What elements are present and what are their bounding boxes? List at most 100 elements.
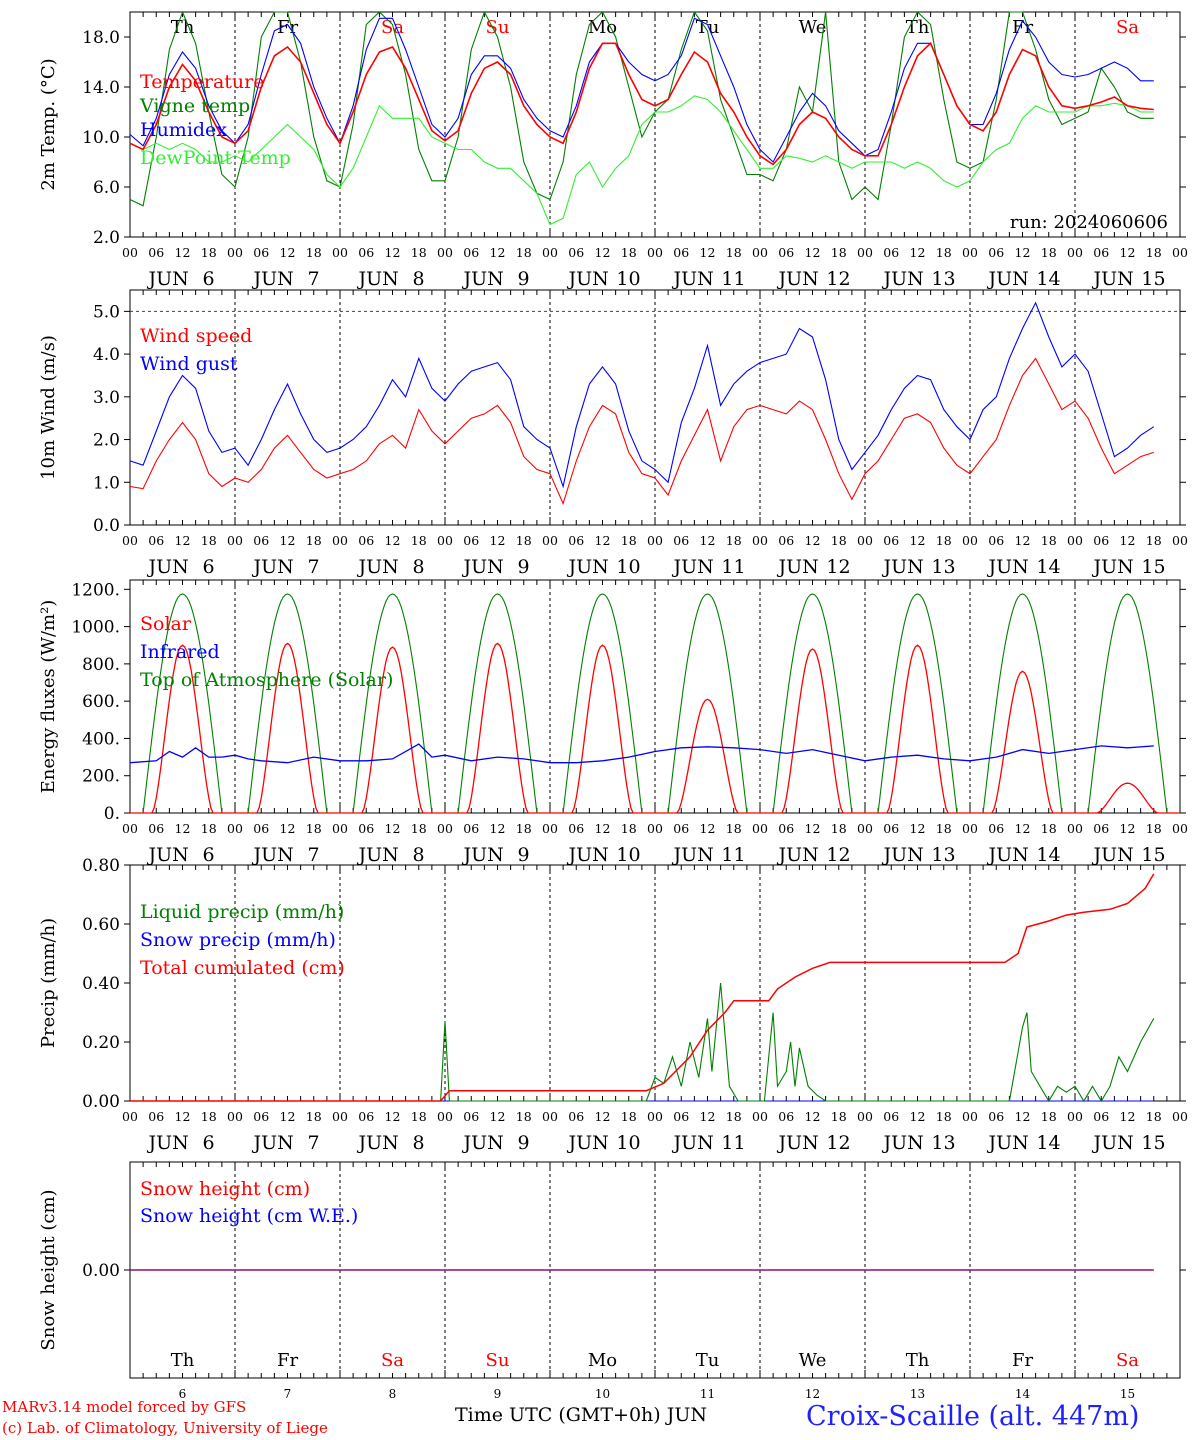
month-label: JUN <box>777 1132 819 1154</box>
hour-tick-label: 06 <box>463 245 479 260</box>
hour-tick-label: 18 <box>411 821 427 836</box>
y-tick-label: 200. <box>82 767 120 787</box>
date-label: 13 <box>931 268 955 290</box>
series-line-vigne-temp <box>129 10 1154 207</box>
date-label: 9 <box>517 844 529 866</box>
hour-tick-label: 00 <box>437 1109 453 1124</box>
hour-tick-label: 18 <box>831 245 847 260</box>
date-label: 14 <box>1036 1132 1060 1154</box>
day-name-label: We <box>799 17 827 38</box>
y-tick-label: 400. <box>82 729 120 749</box>
date-label: 7 <box>307 268 319 290</box>
y-tick-label: 0.40 <box>82 974 120 994</box>
hour-tick-label: 00 <box>1067 821 1083 836</box>
series-line-wind-gust <box>129 301 1155 489</box>
hour-tick-label: 12 <box>280 1109 296 1124</box>
y-tick-label: 5.0 <box>93 302 120 322</box>
hour-tick-label: 18 <box>726 533 742 548</box>
hour-tick-label: 18 <box>726 1109 742 1124</box>
hour-tick-label: 06 <box>358 821 374 836</box>
y-tick-label: 0.00 <box>82 1092 120 1112</box>
hour-tick-label: 00 <box>857 245 873 260</box>
hour-tick-label: 18 <box>306 1109 322 1124</box>
hour-tick-label: 18 <box>1146 1109 1162 1124</box>
legend-entry: Wind gust <box>140 353 238 375</box>
month-label: JUN <box>252 844 294 866</box>
y-tick-label: 0.00 <box>82 1261 120 1281</box>
date-label: 12 <box>826 1132 850 1154</box>
hour-tick-label: 12 <box>700 245 716 260</box>
hour-tick-label: 06 <box>568 245 584 260</box>
day-name-label: Fr <box>277 1350 298 1371</box>
hour-tick-label: 06 <box>778 245 794 260</box>
hour-tick-label: 12 <box>805 1109 821 1124</box>
hour-tick-label: 12 <box>1120 245 1136 260</box>
month-label: JUN <box>462 556 504 578</box>
month-label: JUN <box>882 844 924 866</box>
date-label: 11 <box>700 1387 715 1401</box>
day-name-label: Su <box>486 17 510 38</box>
hour-tick-label: 12 <box>280 821 296 836</box>
legend-entry: Snow height (cm W.E.) <box>140 1205 358 1227</box>
day-name-label: Sa <box>1116 1350 1139 1371</box>
month-label: JUN <box>357 1132 399 1154</box>
hour-tick-label: 00 <box>122 245 138 260</box>
date-label: 8 <box>412 268 424 290</box>
y-tick-label: 0.20 <box>82 1033 120 1053</box>
hour-tick-label: 06 <box>778 1109 794 1124</box>
month-label: JUN <box>672 844 714 866</box>
date-label: 8 <box>412 1132 424 1154</box>
date-label: 6 <box>179 1387 187 1401</box>
hour-tick-label: 00 <box>437 245 453 260</box>
station-title: Croix-Scaille (alt. 447m) <box>806 1401 1140 1432</box>
day-name-label: Th <box>171 17 195 38</box>
hour-tick-label: 00 <box>1067 533 1083 548</box>
date-label: 7 <box>307 844 319 866</box>
hour-tick-label: 06 <box>988 245 1004 260</box>
month-label: JUN <box>987 1132 1029 1154</box>
y-tick-label: 18.0 <box>82 28 120 48</box>
hour-tick-label: 06 <box>778 533 794 548</box>
month-label: JUN <box>357 268 399 290</box>
y-axis-title: Snow height (cm) <box>38 1189 59 1350</box>
hour-tick-label: 18 <box>1146 245 1162 260</box>
hour-tick-label: 00 <box>1172 245 1188 260</box>
hour-tick-label: 18 <box>831 533 847 548</box>
y-tick-label: 1.0 <box>93 473 120 493</box>
month-label: JUN <box>147 556 189 578</box>
hour-tick-label: 12 <box>490 533 506 548</box>
month-label: JUN <box>987 844 1029 866</box>
hour-tick-label: 18 <box>201 533 217 548</box>
hour-tick-label: 00 <box>227 1109 243 1124</box>
hour-tick-label: 18 <box>516 1109 532 1124</box>
legend-entry: Vigne temp <box>139 95 250 117</box>
hour-tick-label: 18 <box>831 821 847 836</box>
date-label: 12 <box>826 844 850 866</box>
day-name-label: Su <box>486 1350 510 1371</box>
date-label: 8 <box>389 1387 397 1401</box>
hour-tick-label: 12 <box>910 245 926 260</box>
hour-tick-label: 12 <box>385 245 401 260</box>
hour-tick-label: 06 <box>1093 245 1109 260</box>
date-label: 6 <box>202 556 214 578</box>
month-label: JUN <box>672 1132 714 1154</box>
hour-tick-label: 18 <box>1146 821 1162 836</box>
run-label: run: 2024060606 <box>1010 212 1168 233</box>
hour-tick-label: 18 <box>306 533 322 548</box>
hour-tick-label: 12 <box>1015 245 1031 260</box>
hour-tick-label: 18 <box>1146 533 1162 548</box>
hour-tick-label: 00 <box>227 245 243 260</box>
day-name-label: Mo <box>588 1350 617 1371</box>
month-label: JUN <box>567 1132 609 1154</box>
date-label: 7 <box>307 556 319 578</box>
date-label: 6 <box>202 268 214 290</box>
hour-tick-label: 12 <box>805 821 821 836</box>
hour-tick-label: 00 <box>542 821 558 836</box>
hour-tick-label: 12 <box>910 821 926 836</box>
month-label: JUN <box>777 268 819 290</box>
y-axis-title: 10m Wind (m/s) <box>38 335 59 480</box>
hour-tick-label: 06 <box>778 821 794 836</box>
date-label: 7 <box>284 1387 292 1401</box>
hour-tick-label: 06 <box>463 1109 479 1124</box>
hour-tick-label: 00 <box>122 1109 138 1124</box>
